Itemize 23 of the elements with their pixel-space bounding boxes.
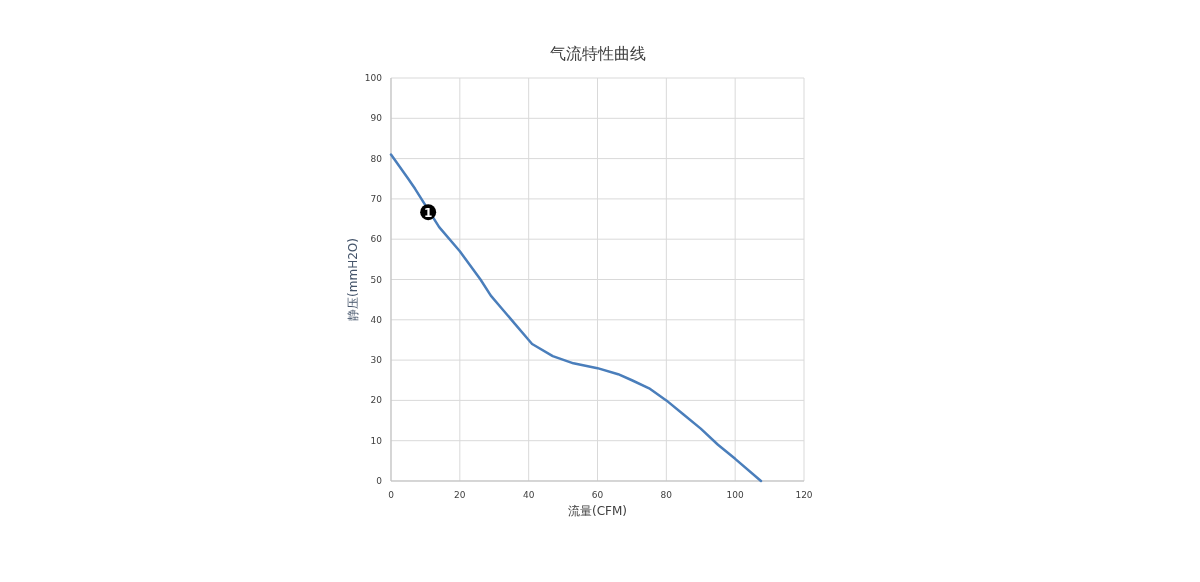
y-tick-label: 60 bbox=[370, 234, 383, 245]
x-tick-label: 20 bbox=[454, 490, 466, 500]
y-tick-label: 100 bbox=[364, 73, 383, 83]
y-tick-label: 90 bbox=[370, 113, 383, 124]
y-tick-label: 0 bbox=[376, 476, 383, 486]
chart-title: 气流特性曲线 bbox=[549, 44, 646, 63]
annotation: 1 bbox=[420, 204, 437, 221]
y-axis-title: 静压(mmH2O) bbox=[346, 238, 360, 321]
x-tick-label: 100 bbox=[726, 490, 745, 500]
y-tick-label: 50 bbox=[370, 274, 383, 285]
x-tick-label: 120 bbox=[795, 490, 813, 500]
y-tick-label: 40 bbox=[370, 314, 383, 325]
x-tick-label: 60 bbox=[591, 490, 604, 500]
x-tick-label: 80 bbox=[660, 490, 673, 500]
y-tick-label: 30 bbox=[370, 355, 383, 366]
y-tick-label: 80 bbox=[370, 153, 383, 164]
x-axis-title: 流量(CFM) bbox=[568, 504, 627, 518]
y-tick-label: 10 bbox=[370, 435, 383, 446]
y-tick-label: 70 bbox=[370, 193, 383, 204]
x-tick-label: 0 bbox=[388, 490, 395, 500]
x-tick-label: 40 bbox=[522, 490, 535, 500]
annotation: 1 bbox=[423, 205, 433, 220]
y-tick-label: 20 bbox=[370, 395, 383, 406]
